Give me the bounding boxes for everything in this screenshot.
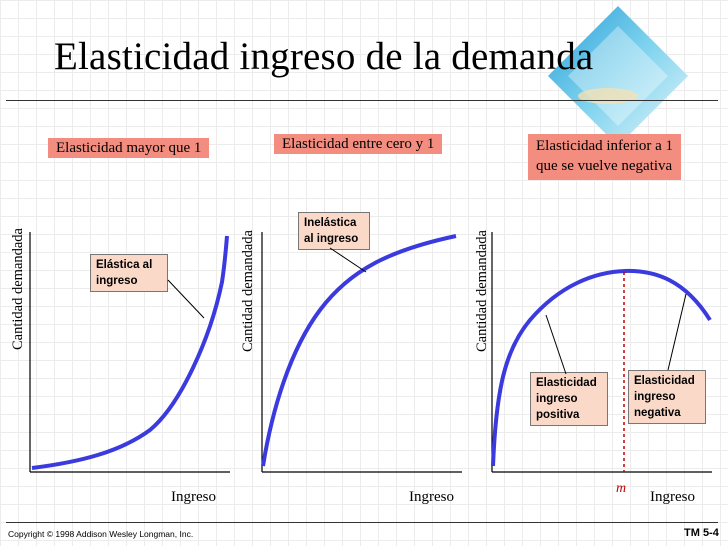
panel3-demand-curve bbox=[491, 268, 712, 467]
footer-copyright: Copyright © 1998 Addison Wesley Longman,… bbox=[8, 529, 194, 539]
panel3-m-marker-label: m bbox=[616, 481, 627, 496]
panel1-callout-pointer bbox=[167, 279, 205, 319]
panel2-header: Elasticidad entre cero y 1 bbox=[274, 134, 443, 154]
panel1-x-axis-title: Ingreso bbox=[171, 489, 216, 505]
panel3-callout-left: Elasticidad ingreso positiva bbox=[530, 372, 608, 426]
panel1-header: Elasticidad mayor que 1 bbox=[48, 138, 210, 158]
slide-title: Elasticidad ingreso de la demanda bbox=[54, 35, 594, 78]
footer-divider bbox=[6, 522, 718, 523]
panel3-right-callout-pointer bbox=[667, 293, 687, 371]
footer-page-number: TM 5-4 bbox=[684, 527, 719, 539]
panel3-header: Elasticidad inferior a 1 que se vuelve n… bbox=[528, 134, 682, 180]
panel3-x-axis-title: Ingreso bbox=[650, 489, 695, 505]
panel2-callout: Inelástica al ingreso bbox=[298, 212, 370, 250]
decorative-photo-image bbox=[548, 6, 688, 146]
panel3-left-callout-pointer bbox=[545, 314, 567, 375]
title-divider bbox=[6, 100, 718, 101]
panel2-callout-pointer bbox=[329, 247, 367, 273]
panel1-demand-curve bbox=[31, 235, 229, 470]
panel2-x-axis-title: Ingreso bbox=[409, 489, 454, 505]
panel2-demand-curve bbox=[261, 234, 457, 467]
panel1-callout: Elástica al ingreso bbox=[90, 254, 168, 292]
panel3-callout-right: Elasticidad ingreso negativa bbox=[628, 370, 706, 424]
